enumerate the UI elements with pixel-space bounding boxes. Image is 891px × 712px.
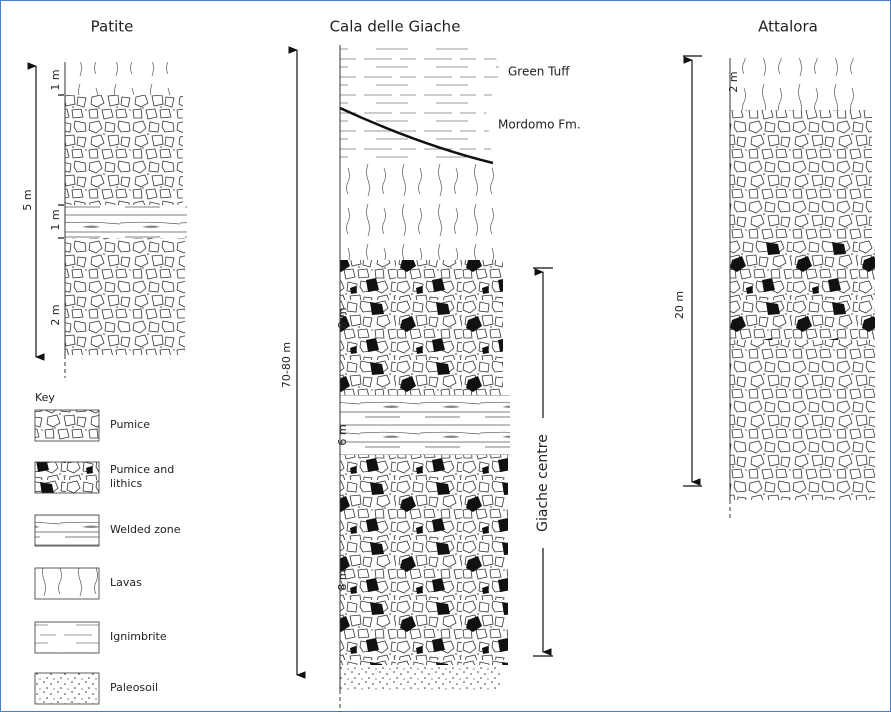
layer-pumice <box>730 110 872 240</box>
thickness-label: 20 m <box>673 291 686 319</box>
layer-ignimbrite <box>340 110 493 163</box>
thickness-label: 1 m <box>49 69 62 90</box>
thickness-label: 8 m <box>336 569 349 590</box>
unit-label: Mordomo Fm. <box>498 118 581 132</box>
unit-label: Green Tuff <box>508 65 570 79</box>
key-swatch <box>34 621 100 654</box>
key-label: Lavas <box>110 576 142 589</box>
layer-pumice <box>65 238 185 355</box>
thickness-label: 8 m <box>336 307 349 328</box>
thickness-label: 6 m <box>336 424 349 445</box>
key-label: Pumice <box>110 418 150 431</box>
key-swatch <box>34 514 100 547</box>
layer-pumice <box>730 340 875 500</box>
thickness-label: 2 m <box>727 71 740 92</box>
layer-lavas <box>65 62 183 95</box>
layer-pumice <box>65 95 183 205</box>
thickness-label: 1 m <box>49 209 62 230</box>
key-swatch <box>34 461 100 494</box>
column-title: Patite <box>91 18 134 36</box>
contact-line <box>339 106 494 165</box>
key-label: Welded zone <box>110 523 181 536</box>
thickness-label: 2 m <box>49 304 62 325</box>
layer-pumice-lithics <box>730 240 875 340</box>
patite-column <box>64 62 187 378</box>
thickness-label: 5 m <box>21 189 34 210</box>
layer-lavas <box>730 58 870 110</box>
layer-welded <box>340 395 510 455</box>
key-swatch <box>34 672 100 705</box>
key-label: Ignimbrite <box>110 630 167 643</box>
key-title: Key <box>35 391 55 404</box>
layer-ignimbrite <box>340 45 500 110</box>
section-label: Giache centre <box>535 434 551 532</box>
layer-paleosoil <box>340 665 500 690</box>
layer-lavas <box>340 160 505 260</box>
key-swatch <box>34 567 100 600</box>
key-label: Paleosoil <box>110 681 158 694</box>
thickness-label: 70-80 m <box>280 342 293 388</box>
layer-welded <box>65 205 187 238</box>
layer-pumice-lithics <box>340 260 503 395</box>
layer-pumice-lithics <box>340 455 508 665</box>
key-label: lithics <box>110 477 143 490</box>
column-title: Cala delle Giache <box>330 18 461 36</box>
column-title: Attalora <box>758 18 818 36</box>
key-label: Pumice and <box>110 463 174 476</box>
attalora-column <box>729 58 875 520</box>
key-swatch <box>34 409 100 442</box>
giache-column <box>339 45 510 712</box>
